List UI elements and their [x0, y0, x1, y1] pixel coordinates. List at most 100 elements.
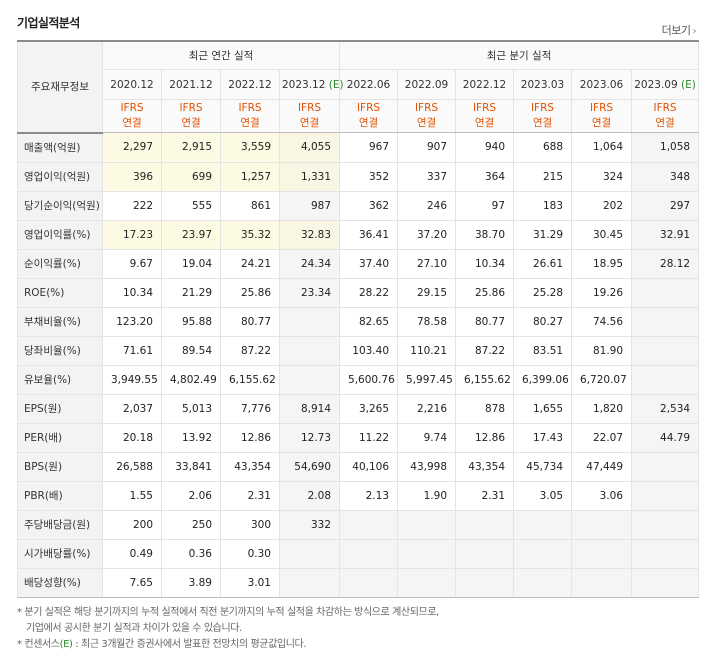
table-cell: 95.88	[161, 306, 221, 337]
table-cell: 23.34	[278, 278, 341, 308]
table-cell: 1.55	[102, 481, 162, 511]
note-1-cont: 기업에서 공시한 분기 실적과 차이가 있을 수 있습니다.	[26, 623, 242, 634]
row-label: 영업이익률(%)	[17, 219, 103, 250]
table-cell: 47,449	[571, 452, 633, 482]
quarter-group-header: 최근 분기 실적	[339, 40, 700, 70]
ifrs-header: IFRS 연결	[455, 99, 515, 133]
table-row: 순이익률(%) 9.67 19.04 24.21 24.34 37.40 27.10 10.3…	[17, 249, 700, 279]
table-cell: 12.73	[278, 423, 341, 453]
table-row: 매출액(억원) 2,297 2,915 3,559 4,055 967 907 940 688 1…	[17, 131, 700, 163]
table-cell: 28.22	[339, 278, 399, 308]
ifrs-header: IFRS 연결	[161, 99, 221, 133]
period-header: 2022.12	[220, 69, 280, 100]
table-cell: 4,802.49	[161, 365, 221, 395]
table-cell: 26,588	[102, 452, 162, 482]
row-label: 주당배당금(원)	[17, 509, 103, 540]
table-cell: 364	[455, 162, 515, 192]
table-cell: 45,734	[513, 452, 573, 482]
row-label: 매출액(억원)	[17, 131, 103, 163]
table-cell: 25.28	[513, 278, 573, 308]
table-cell: 6,720.07	[571, 365, 633, 395]
table-cell: 22.07	[571, 423, 633, 453]
table-row: 영업이익률(%) 17.23 23.97 35.32 32.83 36.41 37.20 38…	[17, 219, 700, 250]
table-cell: 324	[571, 162, 633, 192]
table-cell: 87.22	[455, 336, 515, 366]
table-cell: 24.21	[220, 249, 280, 279]
table-cell: 2,297	[102, 132, 162, 163]
table-cell	[631, 306, 700, 337]
table-cell: 0.49	[102, 539, 162, 569]
table-cell: 555	[161, 191, 221, 221]
table-cell	[631, 365, 700, 395]
table-cell: 74.56	[571, 306, 633, 337]
table-cell: 699	[161, 162, 221, 192]
table-cell	[278, 306, 341, 337]
table-cell: 110.21	[397, 336, 457, 366]
table-cell: 78.58	[397, 306, 457, 337]
table-cell: 6,155.62	[220, 365, 280, 395]
table-cell: 103.40	[339, 336, 399, 366]
ifrs-header: IFRS 연결	[513, 99, 573, 133]
table-cell	[339, 539, 399, 569]
table-cell	[455, 539, 515, 569]
row-label: BPS(원)	[17, 452, 103, 482]
table-cell	[513, 568, 573, 598]
table-cell: 2,915	[161, 132, 221, 163]
more-link[interactable]: 더보기 ›	[662, 22, 697, 38]
table-cell: 13.92	[161, 423, 221, 453]
table-cell	[631, 452, 700, 482]
table-row: 시가배당률(%) 0.49 0.36 0.30	[17, 539, 700, 569]
table-cell: 3.05	[513, 481, 573, 511]
table-cell: 12.86	[220, 423, 280, 453]
table-cell: 37.40	[339, 249, 399, 279]
table-cell: 25.86	[220, 278, 280, 308]
ifrs-header: IFRS 연결	[397, 99, 457, 133]
table-cell: 27.10	[397, 249, 457, 279]
table-cell: 28.12	[631, 249, 700, 279]
row-label: 유보율(%)	[17, 365, 103, 395]
table-row: 주당배당금(원) 200 250 300 332	[17, 509, 700, 540]
table-cell	[631, 509, 700, 540]
table-cell	[631, 481, 700, 511]
table-cell	[513, 539, 573, 569]
table-cell: 29.15	[397, 278, 457, 308]
table-cell: 3.89	[161, 568, 221, 598]
table-cell: 21.29	[161, 278, 221, 308]
table-cell: 9.67	[102, 249, 162, 279]
table-cell	[455, 509, 515, 540]
table-cell: 2,037	[102, 393, 162, 424]
period-header: 2022.12	[455, 69, 515, 100]
table-cell	[278, 568, 341, 598]
table-cell: 215	[513, 162, 573, 192]
table-cell: 32.91	[631, 219, 700, 250]
table-cell: 352	[339, 162, 399, 192]
table-cell: 300	[220, 509, 280, 540]
table-cell: 967	[339, 132, 399, 163]
table-cell: 222	[102, 191, 162, 221]
table-cell: 71.61	[102, 336, 162, 366]
table-cell: 87.22	[220, 336, 280, 366]
table-cell: 80.77	[220, 306, 280, 337]
table-cell: 3,265	[339, 393, 399, 424]
footnotes: * 분기 실적은 해당 분기까지의 누적 실적에서 직전 분기까지의 누적 실적…	[17, 605, 439, 653]
table-cell: 8,914	[278, 393, 341, 424]
table-cell: 1,257	[220, 162, 280, 192]
table-row: PBR(배) 1.55 2.06 2.31 2.08 2.13 1.90 2.31 3.05 3.…	[17, 481, 700, 511]
table-cell: 12.86	[455, 423, 515, 453]
table-cell: 35.32	[220, 219, 280, 250]
table-cell: 18.95	[571, 249, 633, 279]
period-header: 2023.06	[571, 69, 633, 100]
table-cell: 30.45	[571, 219, 633, 250]
table-cell: 348	[631, 162, 700, 192]
row-label: 순이익률(%)	[17, 249, 103, 279]
table-row: 당좌비율(%) 71.61 89.54 87.22 103.40 110.21 87.22 8…	[17, 336, 700, 366]
table-cell: 31.29	[513, 219, 573, 250]
table-row: PER(배) 20.18 13.92 12.86 12.73 11.22 9.74 12.86…	[17, 423, 700, 453]
table-cell: 38.70	[455, 219, 515, 250]
table-cell: 907	[397, 132, 457, 163]
table-cell: 44.79	[631, 423, 700, 453]
row-label: 당좌비율(%)	[17, 336, 103, 366]
table-cell: 2,534	[631, 393, 700, 424]
table-cell: 17.23	[102, 219, 162, 250]
table-row: EPS(원) 2,037 5,013 7,776 8,914 3,265 2,216 878 1…	[17, 393, 700, 424]
